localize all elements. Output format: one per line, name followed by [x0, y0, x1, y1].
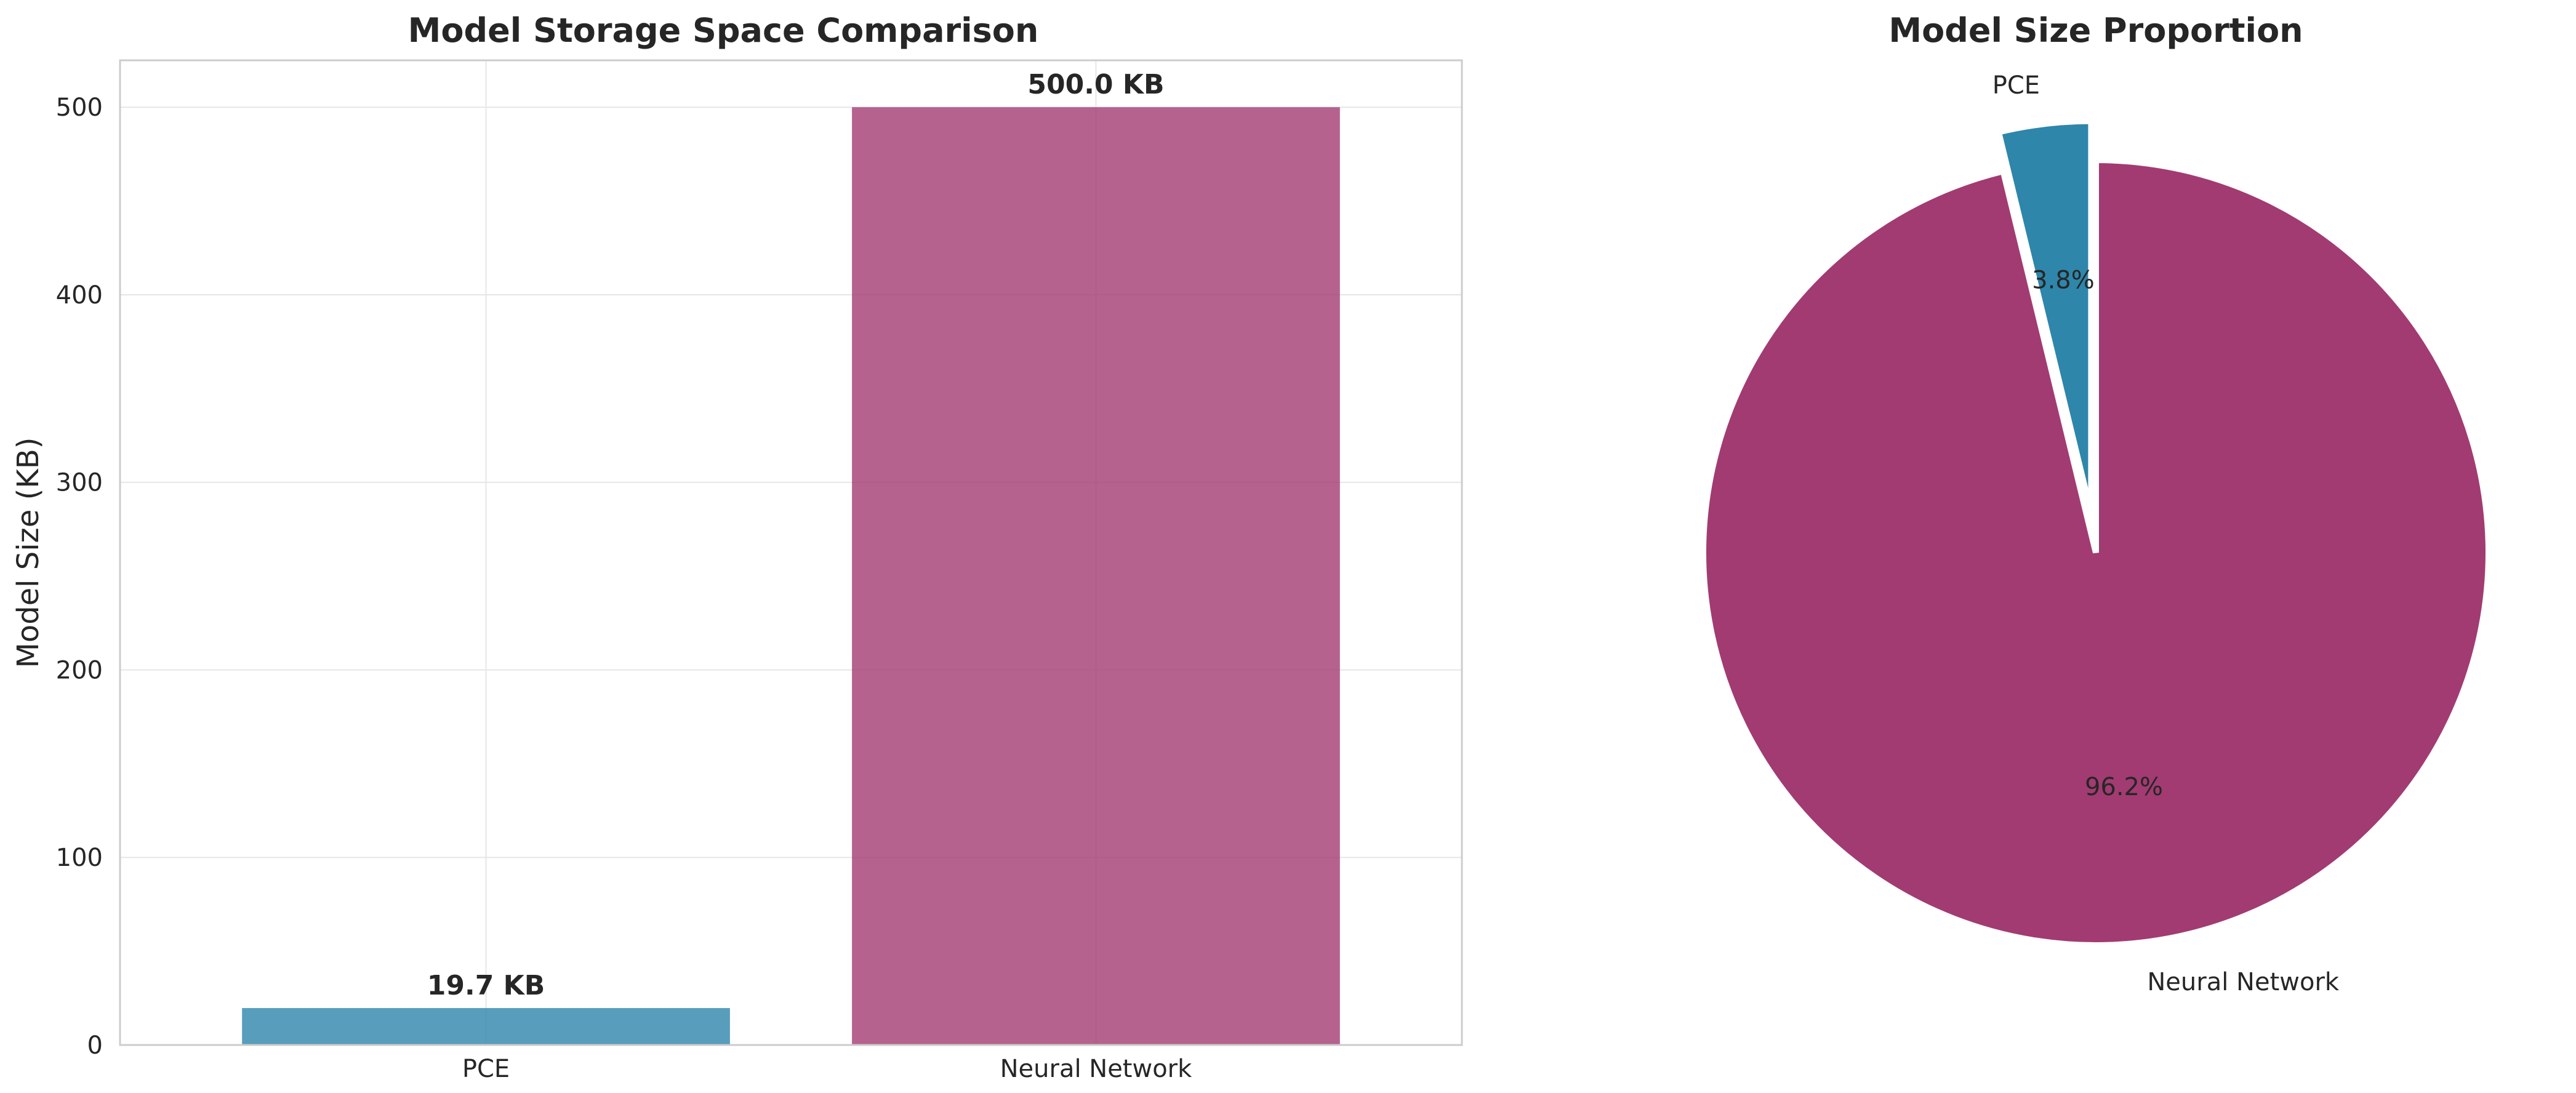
pie-label-1: Neural Network: [2147, 968, 2340, 996]
y-tick-label-4: 400: [56, 281, 103, 310]
y-tick-label-0: 0: [87, 1031, 103, 1060]
pie-percent-label-1: 96.2%: [2085, 773, 2163, 801]
x-tick-label-0: PCE: [462, 1055, 510, 1083]
bar-chart-title: Model Storage Space Comparison: [408, 11, 1039, 50]
y-tick-label-2: 200: [56, 656, 103, 684]
pie-slice-1: [1700, 156, 2492, 948]
bar-chart-x-tick-labels: PCE Neural Network: [462, 1055, 1192, 1083]
bar-chart-y-tick-labels: 0 100 200 300 400 500: [56, 94, 103, 1060]
pie-slice-0: [1994, 118, 2095, 514]
bar-1: [852, 107, 1340, 1046]
pie-percent-label-0: 3.8%: [2032, 266, 2095, 295]
bar-data-label-1: 500.0 KB: [1027, 69, 1164, 100]
bar-chart: Model Storage Space Comparison 0 100 200 30…: [11, 11, 1463, 1083]
pie-label-0: PCE: [1992, 71, 2040, 100]
bar-chart-frame: [119, 59, 1463, 1046]
bar-chart-bars: [242, 107, 1340, 1046]
bar-chart-y-axis-label: Model Size (KB): [11, 437, 46, 668]
bar-data-label-0: 19.7 KB: [427, 970, 545, 1001]
x-tick-label-1: Neural Network: [1000, 1055, 1193, 1083]
pie-chart-title: Model Size Proportion: [1888, 11, 2303, 50]
y-tick-label-5: 500: [56, 94, 103, 122]
pie-chart-slices: [1700, 118, 2492, 948]
pie-chart-labels: PCE 3.8% Neural Network 96.2%: [1992, 71, 2340, 996]
y-tick-label-3: 300: [56, 469, 103, 497]
pie-chart: Model Size Proportion PCE 3.8% Neural Netw…: [1700, 11, 2492, 996]
bar-chart-data-labels: 19.7 KB 500.0 KB: [427, 69, 1165, 1001]
y-tick-label-1: 100: [56, 844, 103, 872]
bar-0: [242, 1007, 730, 1045]
